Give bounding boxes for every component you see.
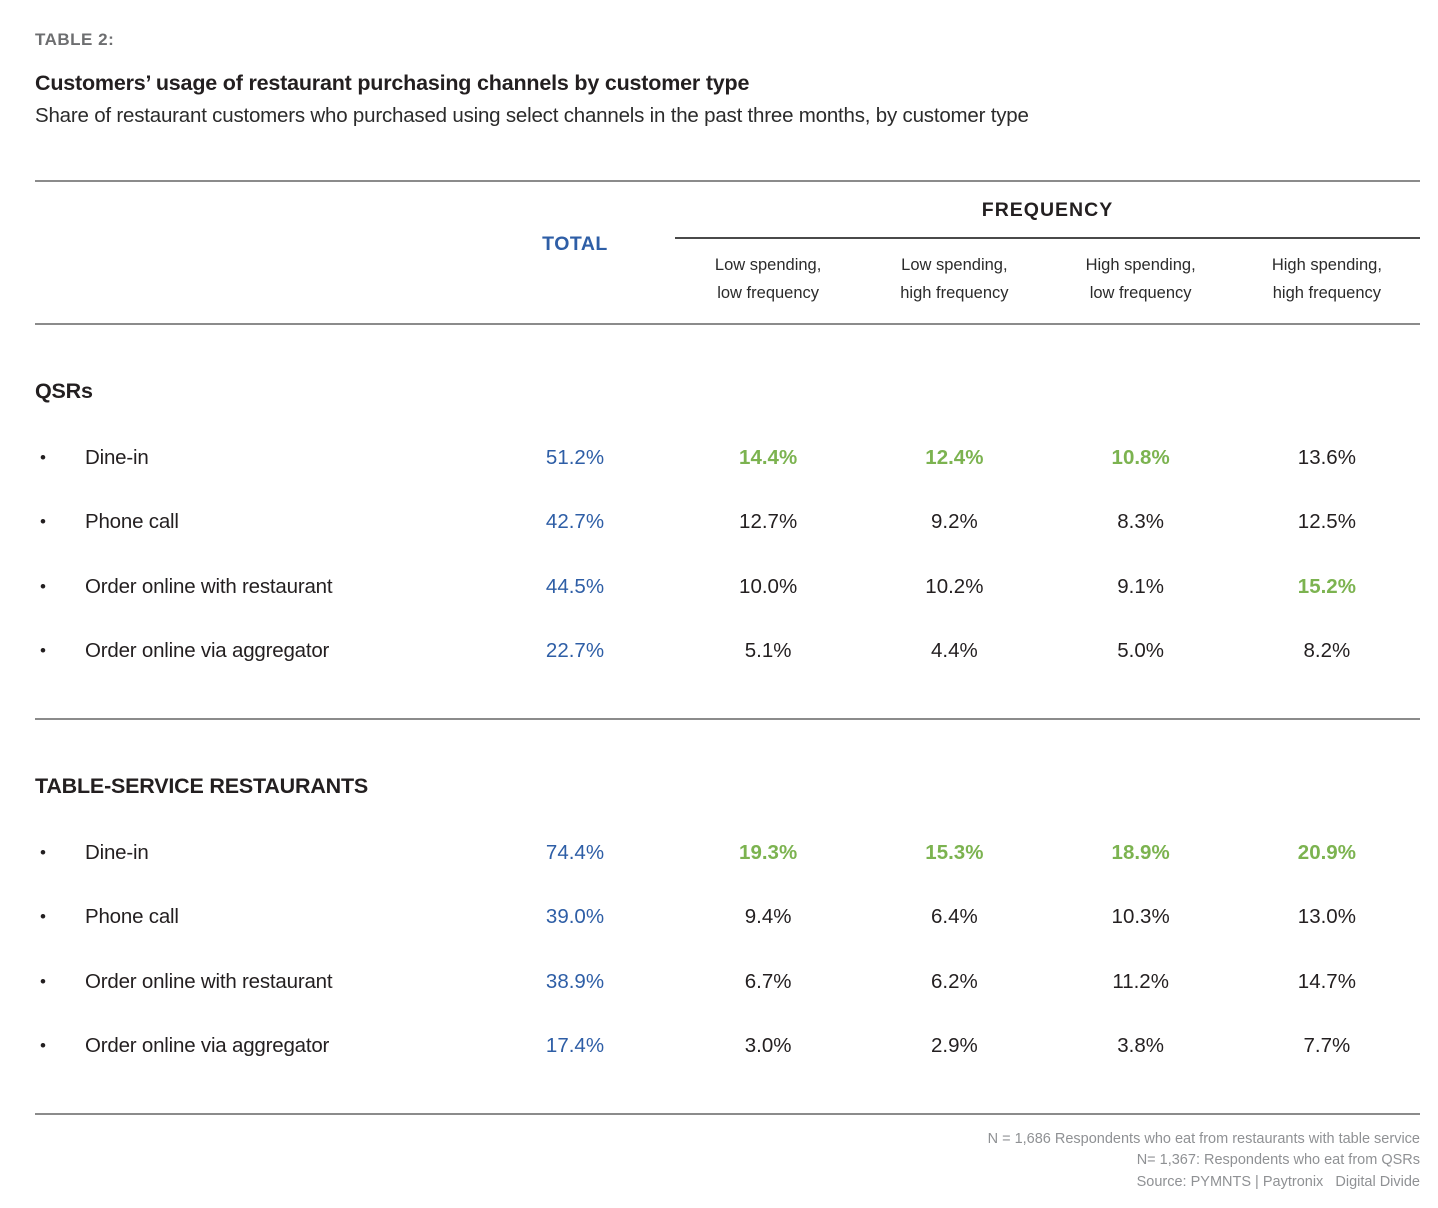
divider (35, 322, 1420, 325)
row-label-cell: • Order online via aggregator (35, 1034, 475, 1058)
table-row: • Order online with restaurant 38.9% 6.7% 6.… (35, 950, 1420, 1015)
total-column-header: TOTAL (542, 233, 608, 255)
table-row: • Dine-in 74.4% 19.3% 15.3% 18.9% 20.9% (35, 821, 1420, 886)
bullet-icon: • (40, 641, 46, 661)
value: 6.4% (931, 905, 978, 929)
value: 5.0% (1117, 639, 1164, 663)
footnote-line: N = 1,686 Respondents who eat from resta… (987, 1130, 1420, 1147)
divider (35, 180, 1420, 182)
bullet-icon: • (40, 512, 46, 532)
total-value: 74.4% (545, 840, 605, 864)
value-highlighted: 20.9% (1297, 840, 1356, 864)
table-row: • Phone call 42.7% 12.7% 9.2% 8.3% 12.5% (35, 490, 1420, 555)
row-label: Dine-in (85, 840, 149, 864)
total-value: 22.7% (545, 639, 605, 663)
table-row: • Phone call 39.0% 9.4% 6.4% 10.3% 13.0% (35, 885, 1420, 950)
value: 4.4% (931, 639, 978, 663)
row-label-cell: • Phone call (35, 905, 475, 929)
table-row: • Order online with restaurant 44.5% 10.0% 1… (35, 555, 1420, 620)
frequency-subheaders: Low spending, low frequency Low spending,… (675, 239, 1420, 307)
table-header: TOTAL FREQUENCY Low spending, low freque… (35, 182, 1420, 307)
row-label: Order online with restaurant (85, 574, 333, 598)
value: 3.0% (744, 1034, 792, 1058)
value: 13.0% (1297, 905, 1356, 929)
value: 8.3% (1117, 510, 1164, 534)
row-label-cell: • Order online with restaurant (35, 575, 475, 599)
row-label: Order online with restaurant (85, 969, 333, 993)
footnote-line: N= 1,367: Respondents who eat from QSRs (1136, 1152, 1420, 1168)
total-value: 51.2% (545, 445, 605, 469)
row-label: Phone call (85, 905, 179, 929)
bullet-icon: • (40, 971, 46, 991)
total-value: 44.5% (545, 574, 605, 598)
value: 6.7% (744, 969, 792, 993)
value-highlighted: 15.3% (925, 840, 984, 864)
bullet-icon: • (40, 842, 46, 862)
value-highlighted: 15.2% (1297, 574, 1356, 598)
total-value: 38.9% (545, 969, 605, 993)
divider (35, 1112, 1420, 1115)
frequency-underline (675, 237, 1420, 239)
total-value: 17.4% (545, 1034, 605, 1058)
table-row: • Order online via aggregator 22.7% 5.1% 4.4… (35, 619, 1420, 684)
page-title: Customers’ usage of restaurant purchasin… (35, 71, 750, 95)
value: 14.7% (1297, 969, 1356, 993)
frequency-column-header: Low spending, low frequency (714, 255, 822, 302)
value: 9.2% (931, 510, 978, 534)
value: 13.6% (1297, 445, 1356, 469)
table-section: QSRs • Dine-in 51.2% 14.4% 12.4% 10.8% 13.6% • Ph… (35, 379, 1420, 720)
frequency-column-header: High spending, low frequency (1085, 255, 1196, 302)
value-highlighted: 12.4% (925, 445, 984, 469)
footnote-line: Source: PYMNTS | Paytronix Digital Divid… (1136, 1173, 1420, 1190)
value: 11.2% (1112, 969, 1169, 993)
value-highlighted: 18.9% (1111, 840, 1170, 864)
row-label: Order online via aggregator (85, 639, 330, 663)
divider (35, 717, 1420, 720)
row-label-cell: • Order online via aggregator (35, 639, 475, 663)
footnotes: N = 1,686 Respondents who eat from resta… (35, 1129, 1420, 1194)
frequency-column-header: Low spending, high frequency (900, 255, 1009, 302)
value: 7.7% (1303, 1034, 1351, 1058)
total-value: 39.0% (545, 905, 605, 929)
bullet-icon: • (40, 1036, 46, 1056)
bullet-icon: • (40, 576, 46, 596)
page-subtitle: Share of restaurant customers who purcha… (35, 104, 1029, 127)
row-label: Phone call (85, 510, 179, 534)
table-body: QSRs • Dine-in 51.2% 14.4% 12.4% 10.8% 13.6% • Ph… (35, 379, 1420, 1115)
row-label-cell: • Dine-in (35, 841, 475, 865)
frequency-group-header: FREQUENCY (981, 199, 1114, 221)
row-label: Order online via aggregator (85, 1034, 330, 1058)
frequency-column-header: High spending, high frequency (1271, 255, 1382, 302)
table-row: • Order online via aggregator 17.4% 3.0% 2.9… (35, 1014, 1420, 1079)
value-highlighted: 10.8% (1111, 445, 1170, 469)
value: 12.7% (739, 510, 798, 534)
table-number-label: TABLE 2: (35, 30, 115, 49)
row-label-cell: • Order online with restaurant (35, 970, 475, 994)
bullet-icon: • (40, 447, 46, 467)
row-label-cell: • Dine-in (35, 446, 475, 470)
section-title: TABLE-SERVICE RESTAURANTS (35, 773, 369, 798)
value: 10.2% (925, 574, 984, 598)
value: 10.3% (1111, 905, 1170, 929)
value-highlighted: 19.3% (739, 840, 798, 864)
value: 9.1% (1117, 574, 1164, 598)
section-title: QSRs (35, 378, 93, 403)
frequency-column-group: FREQUENCY Low spending, low frequency Low… (675, 182, 1420, 307)
total-value: 42.7% (545, 510, 605, 534)
value: 12.5% (1297, 510, 1356, 534)
value: 8.2% (1303, 639, 1351, 663)
bullet-icon: • (40, 907, 46, 927)
value: 2.9% (931, 1034, 978, 1058)
value-highlighted: 14.4% (739, 445, 798, 469)
value: 9.4% (744, 905, 792, 929)
value: 6.2% (931, 969, 978, 993)
row-label: Dine-in (85, 445, 149, 469)
value: 10.0% (739, 574, 798, 598)
value: 3.8% (1117, 1034, 1164, 1058)
value: 5.1% (744, 639, 792, 663)
table-section: TABLE-SERVICE RESTAURANTS • Dine-in 74.4% 19… (35, 774, 1420, 1115)
table-row: • Dine-in 51.2% 14.4% 12.4% 10.8% 13.6% (35, 426, 1420, 491)
row-label-cell: • Phone call (35, 510, 475, 534)
